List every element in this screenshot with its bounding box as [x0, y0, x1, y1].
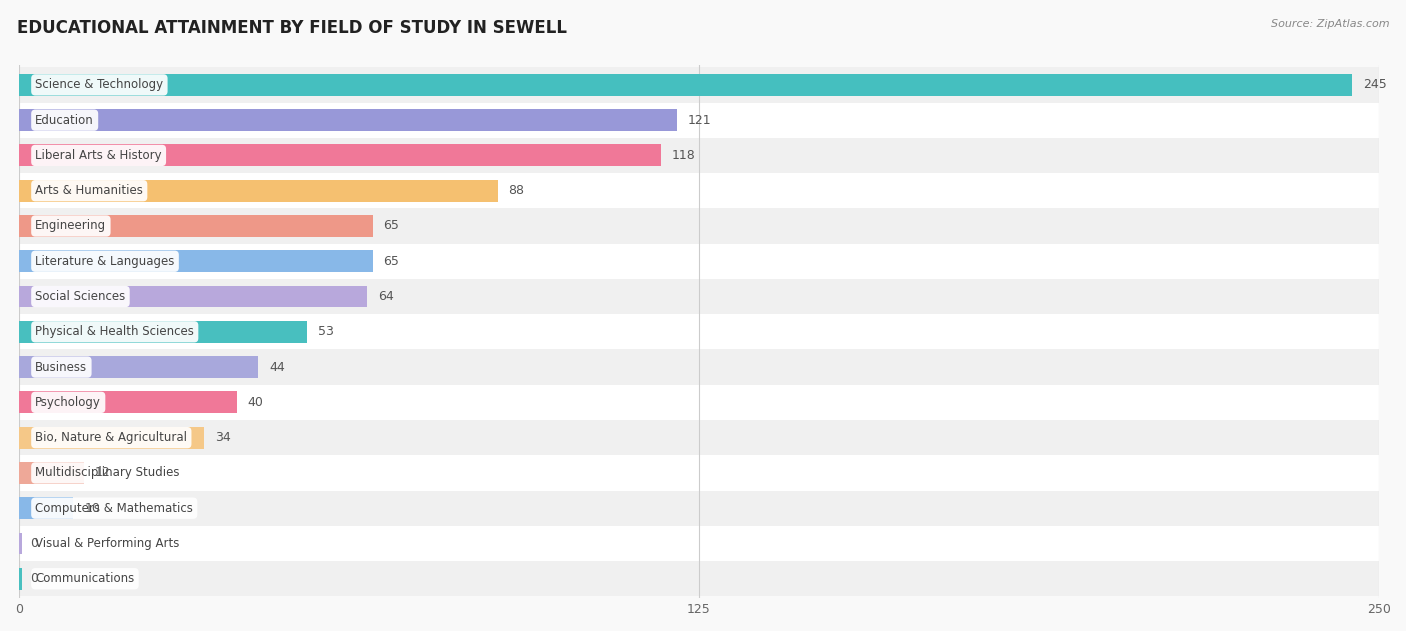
Text: 40: 40: [247, 396, 263, 409]
Text: 121: 121: [688, 114, 711, 127]
Text: 10: 10: [84, 502, 100, 515]
Text: Science & Technology: Science & Technology: [35, 78, 163, 91]
Text: 65: 65: [384, 255, 399, 268]
Bar: [20, 526, 1379, 561]
Text: Business: Business: [35, 360, 87, 374]
Bar: [20, 109, 678, 131]
Text: Psychology: Psychology: [35, 396, 101, 409]
Bar: [20, 102, 1379, 138]
Bar: [20, 420, 1379, 456]
Text: 245: 245: [1362, 78, 1386, 91]
Text: EDUCATIONAL ATTAINMENT BY FIELD OF STUDY IN SEWELL: EDUCATIONAL ATTAINMENT BY FIELD OF STUDY…: [17, 19, 567, 37]
Text: 88: 88: [509, 184, 524, 198]
Bar: [20, 286, 367, 307]
Bar: [20, 427, 204, 449]
Text: Visual & Performing Arts: Visual & Performing Arts: [35, 537, 180, 550]
Bar: [20, 279, 1379, 314]
Text: 53: 53: [318, 326, 335, 338]
Text: Communications: Communications: [35, 572, 135, 585]
Text: 0: 0: [30, 572, 38, 585]
Text: 64: 64: [378, 290, 394, 303]
Text: Multidisciplinary Studies: Multidisciplinary Studies: [35, 466, 180, 480]
Text: Liberal Arts & History: Liberal Arts & History: [35, 149, 162, 162]
Text: Bio, Nature & Agricultural: Bio, Nature & Agricultural: [35, 431, 187, 444]
Text: 12: 12: [96, 466, 111, 480]
Text: Literature & Languages: Literature & Languages: [35, 255, 174, 268]
Bar: [20, 68, 1379, 102]
Bar: [20, 314, 1379, 350]
Bar: [20, 244, 1379, 279]
Bar: [20, 208, 1379, 244]
Bar: [20, 74, 1351, 96]
Bar: [20, 144, 661, 167]
Text: Arts & Humanities: Arts & Humanities: [35, 184, 143, 198]
Bar: [20, 180, 498, 202]
Bar: [20, 173, 1379, 208]
Bar: [20, 215, 373, 237]
Text: Education: Education: [35, 114, 94, 127]
Text: Source: ZipAtlas.com: Source: ZipAtlas.com: [1271, 19, 1389, 29]
Text: 65: 65: [384, 220, 399, 232]
Bar: [20, 462, 84, 484]
Bar: [20, 561, 1379, 596]
Text: Computers & Mathematics: Computers & Mathematics: [35, 502, 193, 515]
Text: Engineering: Engineering: [35, 220, 107, 232]
Bar: [20, 533, 21, 555]
Bar: [20, 356, 259, 378]
Text: 44: 44: [270, 360, 285, 374]
Bar: [20, 138, 1379, 173]
Bar: [20, 391, 236, 413]
Text: 118: 118: [672, 149, 696, 162]
Bar: [20, 568, 21, 590]
Text: Physical & Health Sciences: Physical & Health Sciences: [35, 326, 194, 338]
Bar: [20, 490, 1379, 526]
Bar: [20, 385, 1379, 420]
Bar: [20, 321, 308, 343]
Bar: [20, 251, 373, 272]
Bar: [20, 456, 1379, 490]
Text: 0: 0: [30, 537, 38, 550]
Text: 34: 34: [215, 431, 231, 444]
Bar: [20, 497, 73, 519]
Bar: [20, 350, 1379, 385]
Text: Social Sciences: Social Sciences: [35, 290, 125, 303]
